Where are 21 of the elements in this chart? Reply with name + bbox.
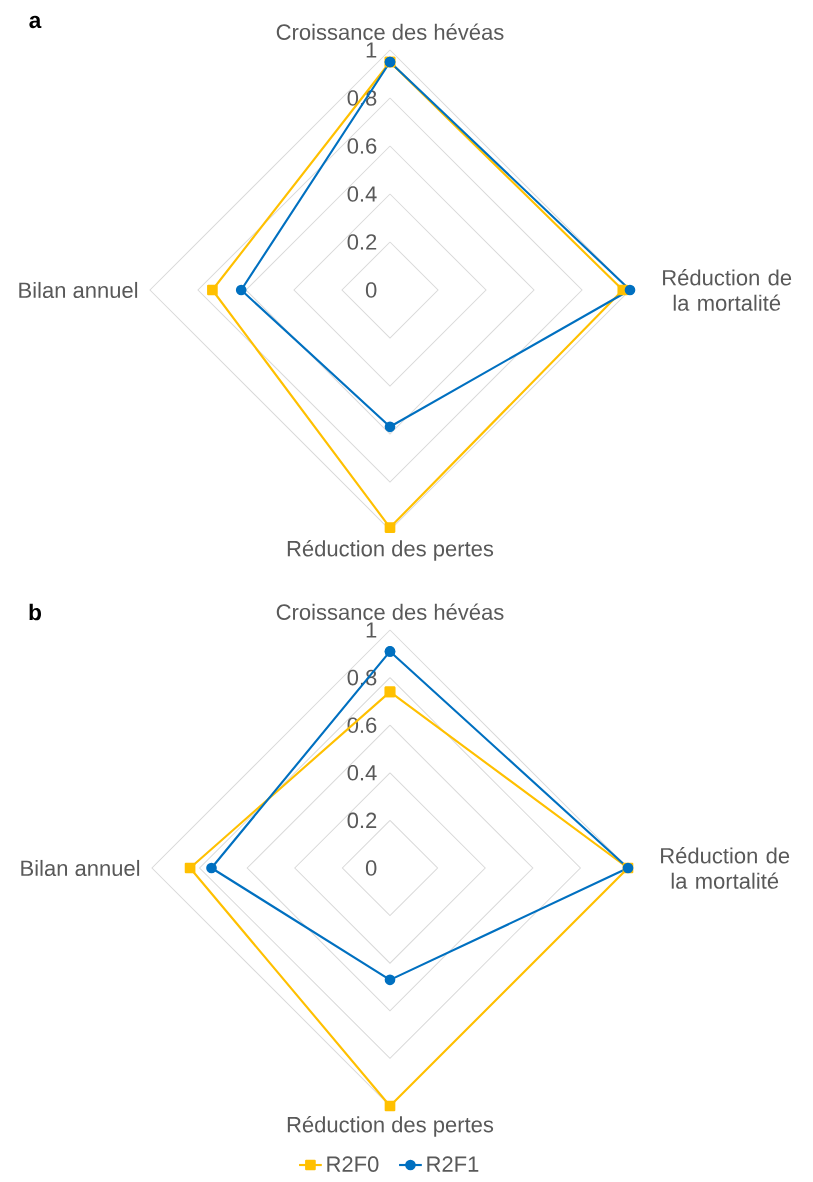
y-tick-label: 0 [365,282,377,298]
spoke-label: Croissance des hévéas [276,603,504,620]
y-tick-label: 1 [366,622,377,638]
spoke-label: Croissance des hévéas [276,23,504,40]
y-tick-label: 1 [366,42,377,58]
y-tick-label: 0.2 [347,812,377,829]
spoke-label: Réduction de la mortalité [661,847,790,889]
spoke-label: Bilan annuel [21,859,140,877]
y-tick-label: 0.4 [347,765,377,781]
legend-label: R2F0 [327,1156,379,1172]
y-tick-label: 0.6 [347,138,377,154]
spoke-label: Réduction de la mortalité [663,269,792,311]
spoke-label: Réduction des pertes [287,1116,494,1137]
y-tick-label: 0.4 [347,186,377,202]
spoke-label: Bilan annuel [19,281,138,299]
spoke-label: Réduction des pertes [287,540,494,561]
chart-title: b [29,603,41,621]
legend-label: R2F1 [427,1156,479,1172]
y-tick-label: 0.2 [347,234,377,250]
chart-title: a [29,15,42,29]
y-tick-label: 0 [365,860,377,876]
